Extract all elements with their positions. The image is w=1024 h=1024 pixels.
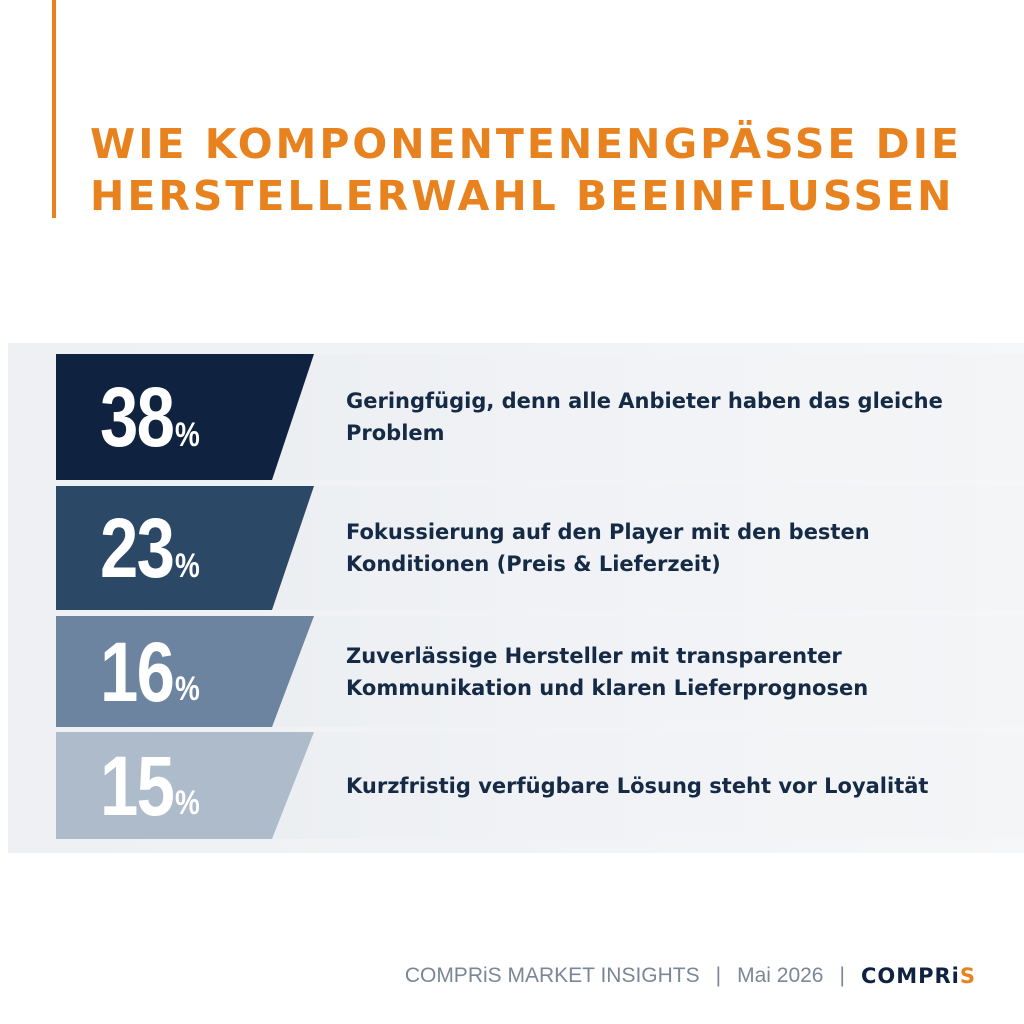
percentage-value: 16% — [100, 616, 200, 727]
chart-row: 16% Zuverlässige Hersteller mit transpare… — [56, 616, 1024, 727]
percentage-number: 15 — [100, 738, 175, 833]
footer-separator-1: | — [715, 964, 722, 987]
percent-sign: % — [174, 670, 200, 708]
footer-date: Mai 2026 — [737, 964, 824, 987]
chart-row: 15% Kurzfristig verfügbare Lösung steht v… — [56, 732, 1024, 839]
page-title: WIE KOMPONENTENENGPÄSSE DIE HERSTELLERWA… — [90, 118, 990, 222]
answer-label: Geringfügig, denn alle Anbieter haben da… — [346, 389, 943, 445]
value-block — [56, 354, 314, 480]
title-line-1: WIE KOMPONENTENENGPÄSSE DIE — [90, 120, 962, 168]
value-block-shape — [56, 616, 314, 727]
value-block — [56, 732, 314, 839]
compris-logo: COMPRiS — [861, 964, 976, 988]
footer: COMPRiS MARKET INSIGHTS | Mai 2026 | COM… — [405, 958, 976, 994]
logo-accent-text: S — [959, 964, 976, 988]
answer-label: Kurzfristig verfügbare Lösung steht vor … — [346, 773, 929, 798]
value-block-shape — [56, 732, 314, 839]
title-accent-line — [52, 0, 56, 218]
answer-label: Fokussierung auf den Player mit den best… — [346, 520, 870, 576]
percent-sign: % — [174, 784, 200, 822]
value-block — [56, 486, 314, 610]
percentage-number: 38 — [100, 370, 175, 464]
answer-label: Zuverlässige Hersteller mit transparente… — [346, 643, 869, 700]
value-block-shape — [56, 354, 314, 480]
percent-sign: % — [174, 415, 200, 454]
logo-main-text: COMPRi — [860, 964, 960, 988]
footer-separator-2: | — [839, 964, 845, 987]
chart-row: 38% Geringfügig, denn alle Anbieter haben… — [56, 354, 1024, 480]
percent-sign: % — [174, 546, 200, 585]
value-block — [56, 616, 314, 727]
percentage-value: 15% — [100, 732, 200, 839]
percentage-value: 38% — [100, 354, 200, 480]
percentage-value: 23% — [100, 486, 200, 610]
percentage-number: 23 — [100, 501, 175, 595]
percentage-number: 16 — [100, 624, 175, 719]
chart-row: 23% Fokussierung auf den Player mit den b… — [56, 486, 1024, 610]
title-line-2: HERSTELLERWAHL BEEINFLUSSEN — [90, 172, 955, 220]
value-block-shape — [56, 486, 314, 610]
footer-source: COMPRiS MARKET INSIGHTS — [404, 964, 700, 987]
